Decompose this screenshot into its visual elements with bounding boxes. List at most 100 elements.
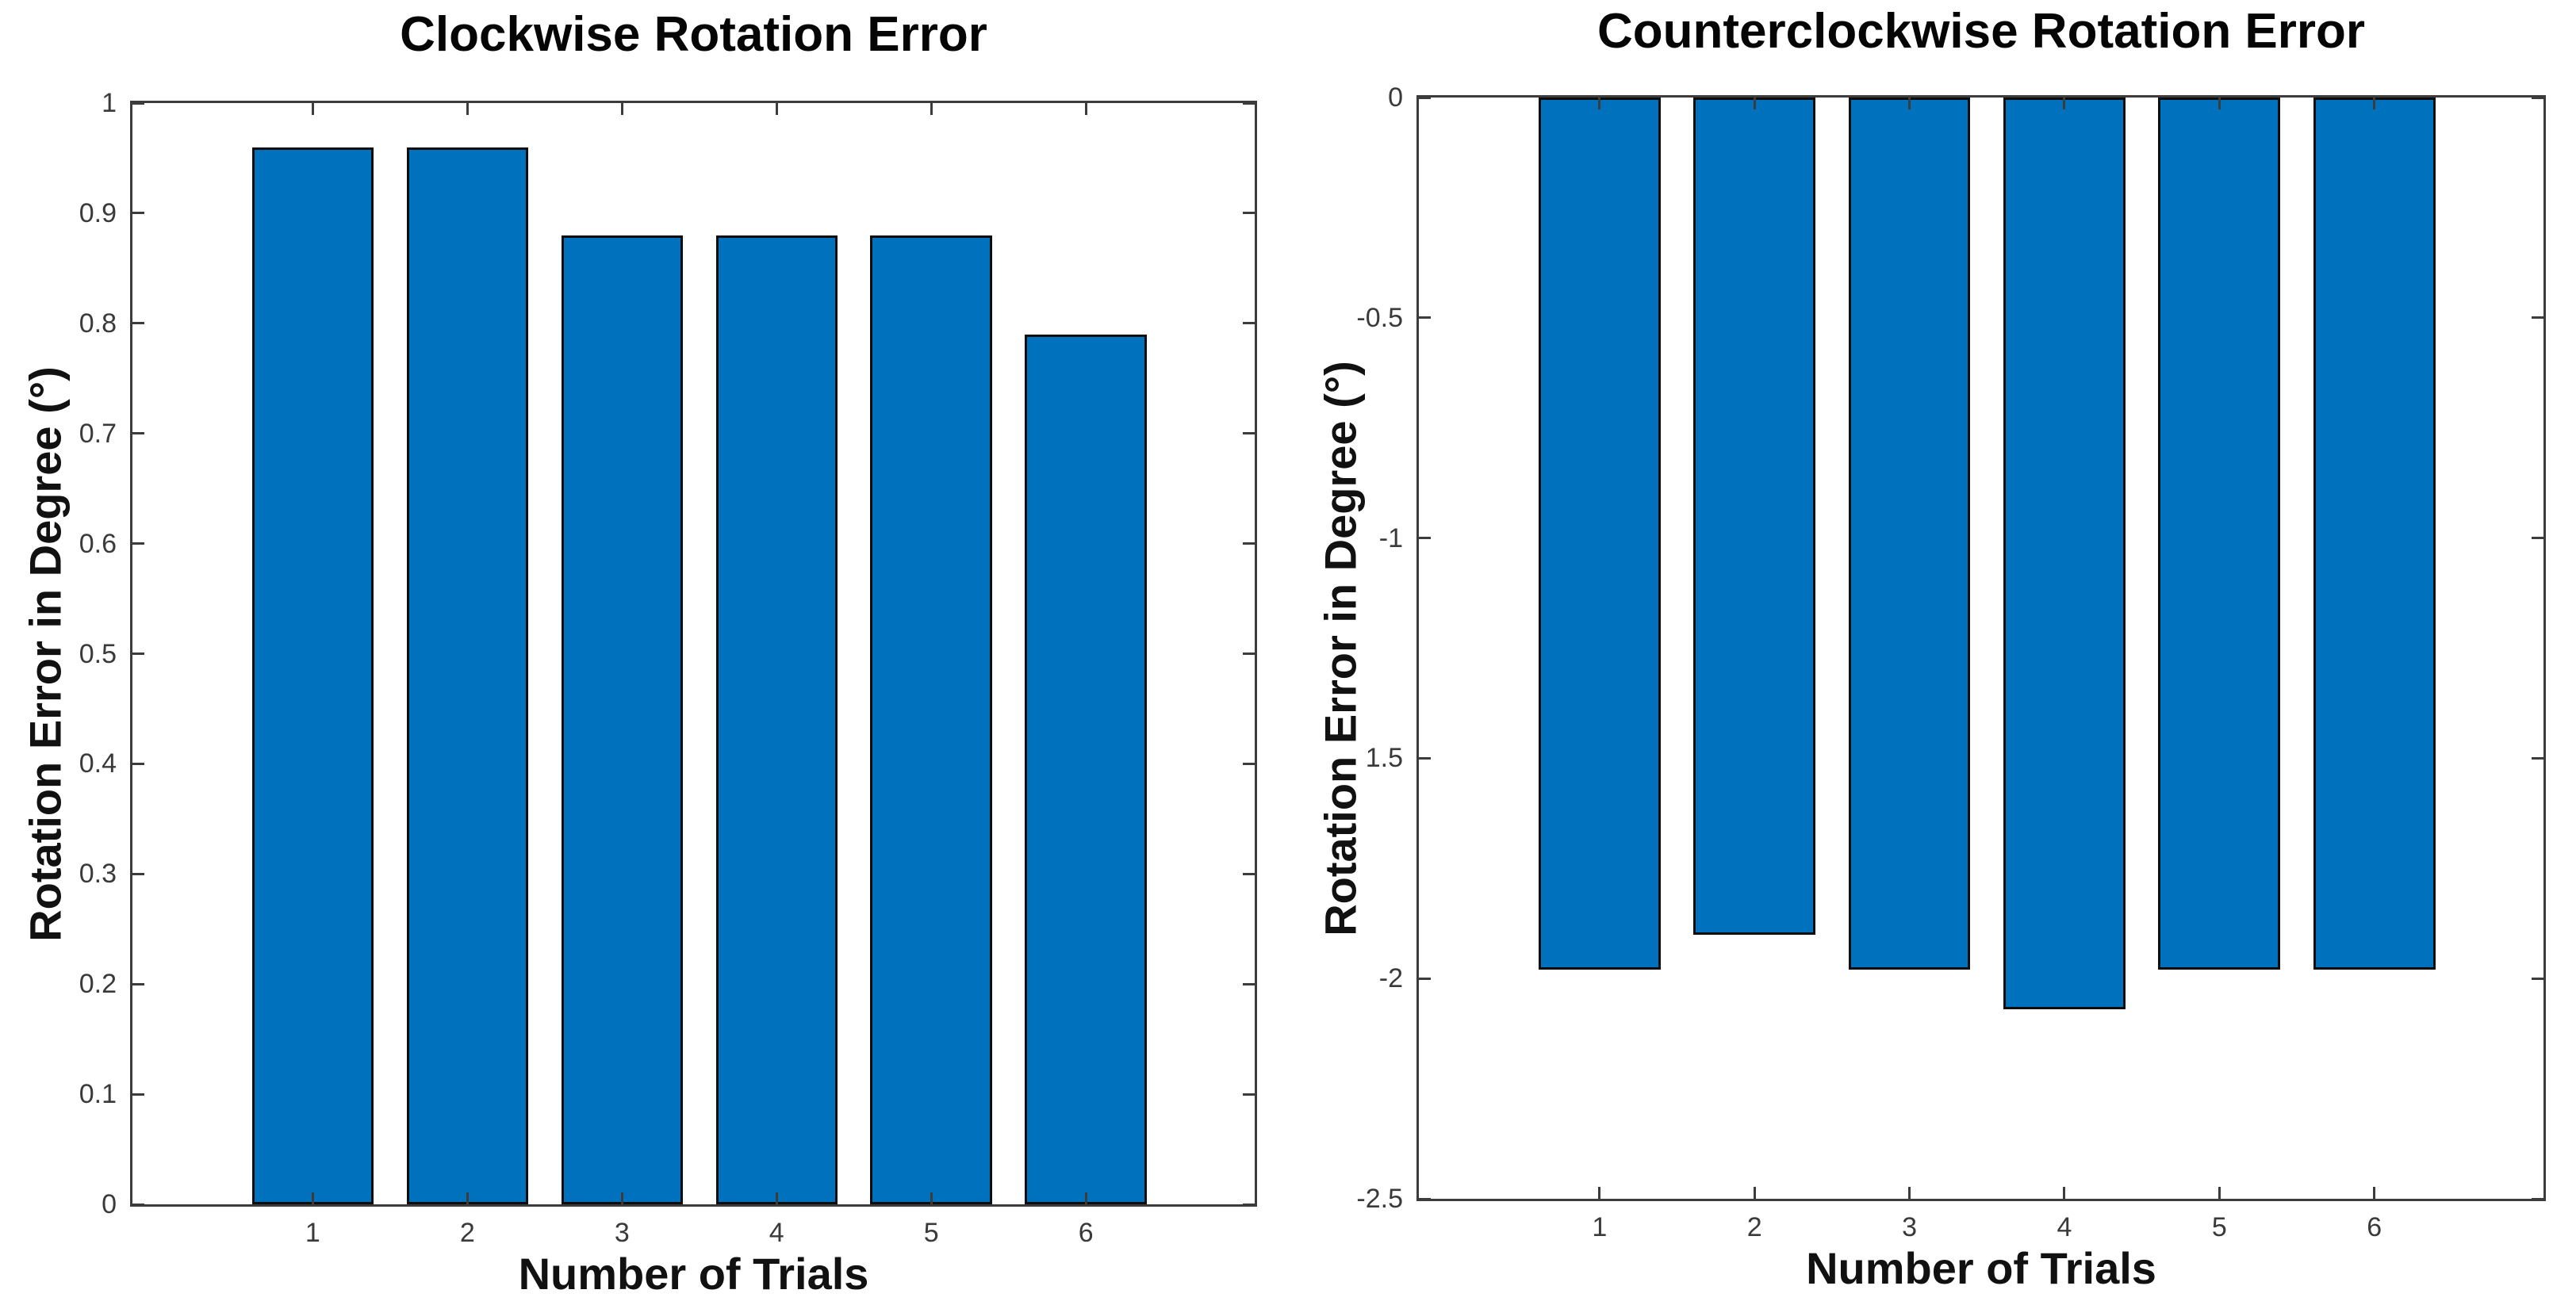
x-tick-top [620,103,623,115]
y-tick-left [132,101,144,105]
y-axis-label: Rotation Error in Degree (°) [1315,360,1365,936]
bar-trial-1 [1538,98,1661,970]
x-tick-bottom [2373,1187,2376,1199]
y-tick-left [132,872,144,875]
x-tick-top [1908,98,1911,109]
bar-trial-4 [2003,98,2126,1010]
x-tick-label: 6 [1078,1218,1094,1248]
x-tick-top [2218,98,2221,109]
y-tick-label: 0.7 [79,418,117,449]
y-tick-label: 0.5 [79,638,117,669]
x-tick-label: 2 [1746,1212,1762,1242]
y-tick-left [132,1203,144,1206]
y-tick-left [132,982,144,985]
y-tick-left [132,542,144,545]
chart-title: Clockwise Rotation Error [400,7,987,62]
y-tick-label: 0.4 [79,748,117,779]
x-tick-bottom [930,1192,933,1204]
x-tick-bottom [1753,1187,1756,1199]
y-tick-label: -2.5 [1356,1184,1403,1214]
x-tick-label: 4 [2057,1212,2072,1242]
y-tick-label: 1.5 [1365,743,1403,774]
x-tick-top [1598,98,1601,109]
y-tick-left [1419,537,1431,540]
x-tick-top [2373,98,2376,109]
bar-trial-4 [715,235,838,1204]
x-tick-top [311,103,314,115]
y-tick-label: 0.8 [79,308,117,339]
y-tick-right [1243,212,1255,215]
x-tick-top [1084,103,1087,115]
x-tick-top [775,103,778,115]
y-tick-label: 0.1 [79,1079,117,1110]
y-tick-right [1243,432,1255,435]
y-tick-right [2532,537,2543,540]
y-tick-label: -0.5 [1356,302,1403,333]
x-tick-label: 4 [769,1218,784,1248]
y-tick-right [1243,872,1255,875]
y-tick-right [2532,1197,2543,1200]
bar-trial-5 [2158,98,2281,970]
y-tick-right [1243,1203,1255,1206]
y-tick-left [132,212,144,215]
y-tick-label: 0.3 [79,859,117,890]
x-tick-top [466,103,469,115]
plot-area: 0 0.1 0.2 0.3 0.4 0.5 0.6 0.7 0.8 0.9 1 1 2 3 4 5 6 [79,88,1257,1248]
x-tick-bottom [1908,1187,1911,1199]
x-tick-label: 5 [923,1218,939,1248]
x-tick-top [1753,98,1756,109]
y-tick-label: 0.9 [79,197,117,228]
x-tick-label: 1 [1592,1212,1608,1242]
x-tick-bottom [2218,1187,2221,1199]
x-tick-bottom [2063,1187,2066,1199]
x-tick-top [2063,98,2066,109]
x-tick-bottom [620,1192,623,1204]
y-tick-left [132,1093,144,1096]
bar-trial-6 [1025,334,1147,1204]
y-tick-label: 0 [1388,82,1403,113]
y-tick-left [132,652,144,655]
y-tick-label: 1 [102,88,117,118]
plot-area: 0 -0.5 -1 1.5 -2 -2.5 1 2 3 4 5 6 [1356,82,2546,1242]
x-axis-label: Number of Trials [518,1249,869,1299]
y-tick-label: 0 [102,1189,117,1219]
y-tick-left [132,762,144,765]
y-tick-left [1419,96,1431,99]
y-tick-right [1243,652,1255,655]
bar-trial-3 [1848,98,1971,970]
bar-trial-6 [2313,98,2436,970]
y-tick-left [1419,316,1431,320]
y-tick-label: 0.2 [79,969,117,1000]
y-tick-right [2532,96,2543,99]
y-tick-right [1243,542,1255,545]
y-tick-right [1243,762,1255,765]
y-tick-right [1243,101,1255,105]
y-tick-left [132,322,144,325]
y-tick-right [1243,1093,1255,1096]
y-tick-left [1419,977,1431,980]
x-axis-label: Number of Trials [1806,1243,2156,1293]
bar-trial-3 [561,235,683,1204]
x-tick-bottom [775,1192,778,1204]
y-tick-right [2532,977,2543,980]
y-tick-left [132,432,144,435]
y-tick-right [1243,322,1255,325]
chart-title: Counterclockwise Rotation Error [1597,4,2366,59]
bar-trial-1 [251,147,374,1204]
x-tick-bottom [311,1192,314,1204]
y-tick-right [2532,316,2543,320]
x-tick-label: 1 [305,1218,320,1248]
y-tick-left [1419,1197,1431,1200]
y-tick-right [2532,756,2543,760]
x-tick-label: 5 [2211,1212,2227,1242]
x-tick-bottom [1084,1192,1087,1204]
y-tick-label: -1 [1378,522,1403,553]
bar-trial-2 [1693,98,1816,935]
bar-trial-5 [870,235,992,1204]
y-tick-label: -2 [1378,963,1403,994]
y-tick-label: 0.6 [79,528,117,559]
y-tick-left [1419,756,1431,760]
